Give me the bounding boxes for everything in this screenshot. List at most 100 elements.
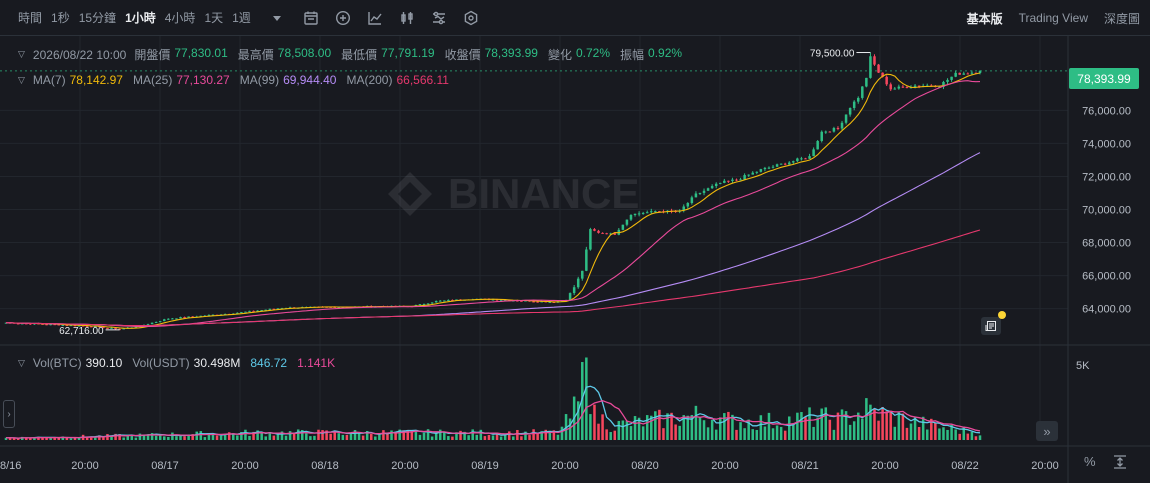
- volume-bar[interactable]: [832, 429, 836, 440]
- candlestick-icon[interactable]: [398, 9, 416, 27]
- candle[interactable]: [581, 270, 584, 281]
- view-tab-1[interactable]: Trading View: [1018, 11, 1088, 25]
- volume-bar[interactable]: [203, 437, 207, 440]
- volume-bar[interactable]: [207, 434, 211, 440]
- volume-bar[interactable]: [215, 435, 219, 440]
- percent-scale-toggle[interactable]: %: [1084, 454, 1096, 469]
- candle[interactable]: [735, 178, 738, 182]
- volume-bar[interactable]: [532, 429, 535, 440]
- interval-0[interactable]: 時間: [18, 11, 43, 25]
- volume-bar[interactable]: [73, 437, 77, 440]
- volume-bar[interactable]: [731, 414, 734, 440]
- candle[interactable]: [690, 195, 694, 205]
- candle[interactable]: [743, 173, 746, 180]
- candle[interactable]: [146, 323, 150, 326]
- candle[interactable]: [625, 219, 629, 227]
- volume-bar[interactable]: [954, 429, 957, 440]
- volume-bar[interactable]: [706, 427, 710, 440]
- candle[interactable]: [597, 229, 600, 234]
- volume-bar[interactable]: [775, 425, 779, 440]
- volume-bar[interactable]: [175, 436, 178, 440]
- candle[interactable]: [942, 80, 945, 90]
- volume-bar[interactable]: [597, 423, 600, 440]
- volume-bar[interactable]: [909, 423, 913, 440]
- candle[interactable]: [848, 107, 852, 117]
- volume-bar[interactable]: [426, 429, 430, 440]
- volume-bar[interactable]: [958, 433, 961, 440]
- volume-bar[interactable]: [755, 429, 759, 440]
- volume-bar[interactable]: [369, 434, 373, 440]
- volume-bar[interactable]: [723, 413, 726, 440]
- candle[interactable]: [727, 180, 730, 183]
- candle[interactable]: [654, 210, 657, 213]
- fit-screen-icon[interactable]: [1112, 454, 1128, 470]
- volume-bar[interactable]: [536, 433, 539, 440]
- volume-bar[interactable]: [451, 436, 454, 440]
- caret-down-icon[interactable]: [268, 9, 286, 27]
- volume-bar[interactable]: [268, 432, 272, 440]
- volume-bar[interactable]: [443, 431, 446, 440]
- candle[interactable]: [714, 182, 718, 189]
- candle[interactable]: [723, 178, 726, 184]
- volume-bar[interactable]: [211, 433, 215, 440]
- volume-bar[interactable]: [641, 426, 645, 440]
- candle[interactable]: [751, 171, 754, 175]
- volume-bar[interactable]: [418, 434, 422, 440]
- candle[interactable]: [150, 322, 154, 325]
- volume-bar[interactable]: [438, 429, 442, 440]
- volume-bar[interactable]: [272, 435, 276, 440]
- volume-bar[interactable]: [260, 432, 263, 440]
- volume-bar[interactable]: [865, 398, 868, 440]
- candle[interactable]: [865, 77, 868, 88]
- volume-bar[interactable]: [816, 417, 819, 440]
- volume-bar[interactable]: [85, 436, 89, 440]
- candle[interactable]: [568, 292, 572, 301]
- volume-bar[interactable]: [353, 430, 357, 440]
- volume-bar[interactable]: [694, 405, 698, 440]
- volume-bar[interactable]: [29, 438, 32, 440]
- volume-bar[interactable]: [743, 428, 746, 440]
- volume-bar[interactable]: [495, 432, 499, 440]
- interval-3[interactable]: 1小時: [125, 11, 156, 25]
- volume-bar[interactable]: [77, 437, 81, 440]
- volume-bar[interactable]: [589, 414, 592, 440]
- volume-bar[interactable]: [950, 425, 953, 440]
- candle[interactable]: [873, 54, 876, 66]
- calendar-icon[interactable]: [302, 9, 320, 27]
- volume-bar[interactable]: [227, 432, 231, 440]
- volume-bar[interactable]: [345, 434, 349, 440]
- volume-bar[interactable]: [329, 433, 332, 440]
- volume-bar[interactable]: [98, 435, 101, 440]
- volume-bar[interactable]: [796, 412, 799, 440]
- volume-bar[interactable]: [357, 432, 361, 440]
- volume-bar[interactable]: [788, 416, 791, 440]
- candle[interactable]: [856, 96, 860, 104]
- volume-bar[interactable]: [25, 437, 28, 440]
- volume-bar[interactable]: [601, 414, 604, 440]
- volume-bar[interactable]: [154, 435, 158, 440]
- candle[interactable]: [816, 140, 819, 150]
- candle[interactable]: [110, 327, 113, 329]
- volume-bar[interactable]: [751, 429, 754, 440]
- volume-bar[interactable]: [674, 424, 677, 440]
- candle[interactable]: [641, 211, 645, 215]
- volume-bar[interactable]: [487, 434, 491, 440]
- candle[interactable]: [710, 184, 714, 189]
- volume-bar[interactable]: [512, 436, 515, 440]
- volume-bar[interactable]: [313, 435, 316, 440]
- volume-bar[interactable]: [138, 433, 142, 440]
- volume-bar[interactable]: [568, 418, 572, 440]
- volume-bar[interactable]: [934, 422, 937, 440]
- volume-bar[interactable]: [292, 432, 296, 440]
- candle[interactable]: [966, 72, 970, 75]
- volume-bar[interactable]: [57, 437, 61, 440]
- volume-bar[interactable]: [219, 435, 223, 440]
- candle[interactable]: [869, 52, 872, 79]
- volume-bar[interactable]: [844, 411, 848, 440]
- volume-bar[interactable]: [856, 412, 860, 440]
- volume-bar[interactable]: [158, 434, 162, 440]
- volume-bar[interactable]: [727, 411, 730, 440]
- volume-bar[interactable]: [244, 429, 247, 440]
- candle[interactable]: [443, 300, 446, 302]
- candle[interactable]: [154, 321, 158, 324]
